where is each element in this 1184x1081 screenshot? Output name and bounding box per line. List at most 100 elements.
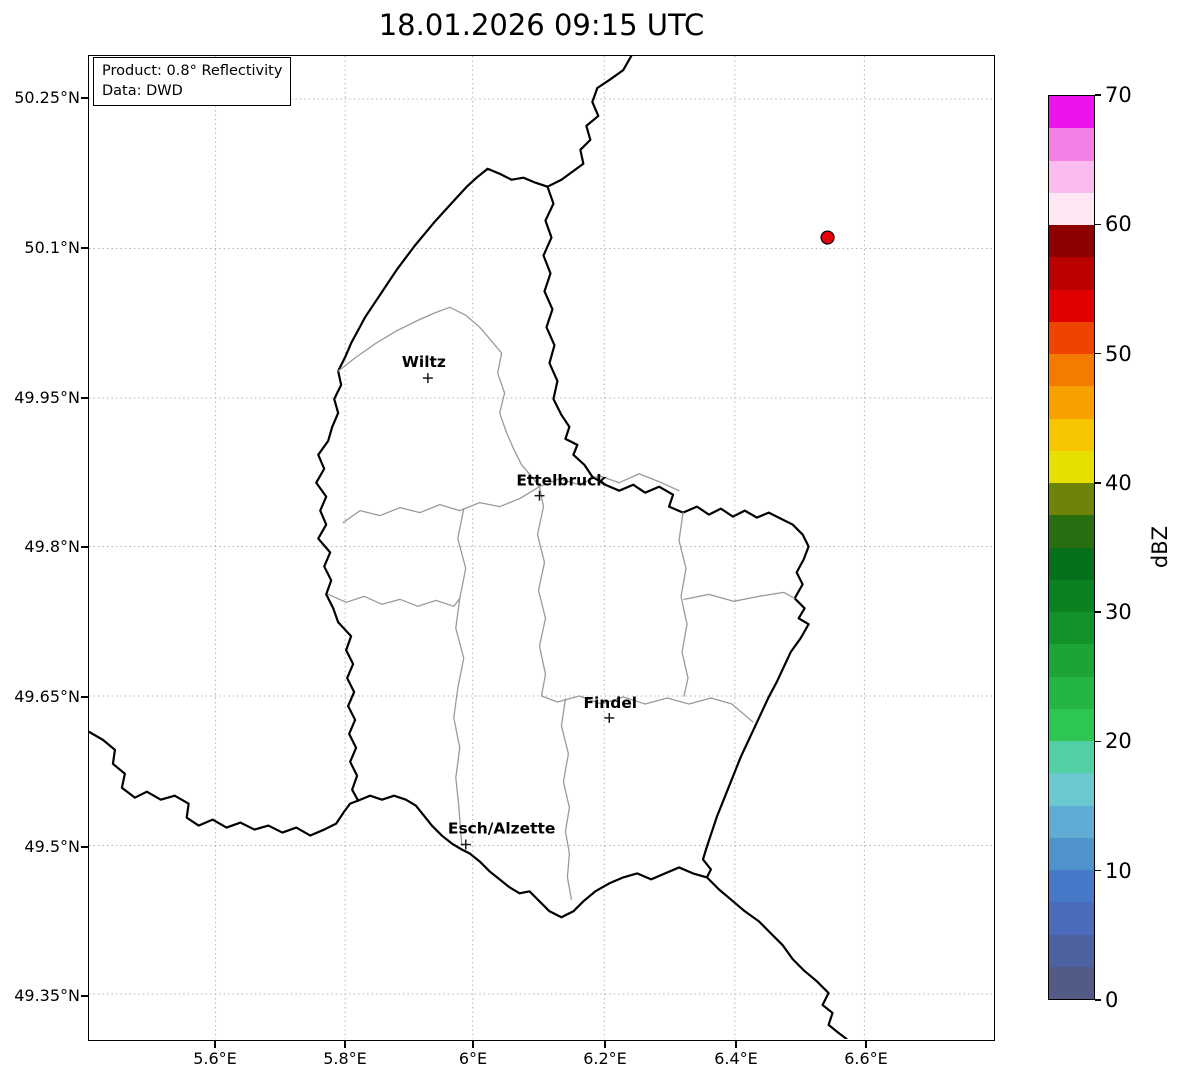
district-border <box>342 486 541 524</box>
y-axis-tick-label: 49.8°N <box>24 537 80 556</box>
colorbar-segment <box>1049 418 1094 451</box>
city-label: Esch/Alzette <box>448 820 555 838</box>
colorbar-segment <box>1049 805 1094 838</box>
colorbar-segment <box>1049 96 1094 129</box>
colorbar-tick-mark <box>1095 999 1101 1001</box>
colorbar-segment <box>1049 128 1094 161</box>
x-axis-tick-mark <box>344 1041 346 1048</box>
colorbar-segment <box>1049 966 1094 999</box>
colorbar-tick-mark <box>1095 223 1101 226</box>
map-plot-area: Wiltz Ettelbruck Findel Esch/Alzette <box>88 55 995 1041</box>
y-axis-tick-label: 49.95°N <box>14 388 80 407</box>
x-axis-tick-mark <box>735 1041 737 1048</box>
district-borders <box>327 306 796 900</box>
colorbar-tick-label: 20 <box>1105 729 1132 754</box>
colorbar-unit-label: dBZ <box>1148 525 1172 569</box>
colorbar-tick-label: 30 <box>1105 600 1132 625</box>
colorbar-segment <box>1049 579 1094 612</box>
colorbar-segment <box>1049 902 1094 935</box>
x-axis-tick-label: 6.2°E <box>583 1049 627 1068</box>
x-axis-tick-label: 5.6°E <box>193 1049 237 1068</box>
colorbar-tick-mark <box>1095 94 1101 96</box>
colorbar <box>1048 95 1095 1000</box>
y-axis-tick-label: 50.25°N <box>14 88 80 107</box>
colorbar-segment <box>1049 773 1094 806</box>
y-axis-tick-label: 49.65°N <box>14 687 80 706</box>
colorbar-segment <box>1049 837 1094 870</box>
city-label: Wiltz <box>402 353 446 371</box>
colorbar-tick-label: 50 <box>1105 341 1132 366</box>
colorbar-segment <box>1049 225 1094 258</box>
colorbar-segment <box>1049 257 1094 290</box>
colorbar-segment <box>1049 192 1094 225</box>
y-axis-tick-label: 49.35°N <box>14 986 80 1005</box>
x-axis-tick-mark <box>604 1041 606 1048</box>
colorbar-segment <box>1049 547 1094 580</box>
colorbar-segment <box>1049 354 1094 387</box>
colorbar-tick-label: 10 <box>1105 858 1132 883</box>
luxembourg-map: Wiltz Ettelbruck Findel Esch/Alzette <box>89 56 993 1039</box>
x-axis-tick-mark <box>472 1041 474 1048</box>
district-border <box>538 473 680 492</box>
x-axis-tick-label: 6.4°E <box>714 1049 758 1068</box>
colorbar-tick-label: 60 <box>1105 212 1132 237</box>
border-luxembourg <box>315 167 810 919</box>
colorbar-segment <box>1049 870 1094 903</box>
y-axis-tick-label: 49.5°N <box>24 837 80 856</box>
x-axis-tick-label: 6.6°E <box>844 1049 888 1068</box>
colorbar-segment <box>1049 160 1094 193</box>
x-axis-tick-mark <box>214 1041 216 1048</box>
product-info-line: Product: 0.8° Reflectivity <box>102 63 283 79</box>
figure-title: 18.01.2026 09:15 UTC <box>378 8 705 42</box>
district-border <box>337 306 503 372</box>
district-border <box>560 698 573 900</box>
y-axis-tick-mark <box>81 97 88 99</box>
y-axis-tick-mark <box>81 397 88 399</box>
colorbar-segment <box>1049 450 1094 483</box>
radar-site-dot <box>820 230 835 245</box>
colorbar-segment <box>1049 483 1094 516</box>
colorbar-tick-mark <box>1095 482 1101 484</box>
colorbar-tick-mark <box>1095 869 1101 872</box>
colorbar-segment <box>1049 934 1094 967</box>
colorbar-segment <box>1049 515 1094 548</box>
colorbar-tick-label: 70 <box>1105 83 1132 107</box>
colorbar-segment <box>1049 644 1094 677</box>
y-axis-tick-mark <box>81 546 88 548</box>
colorbar-tick-mark <box>1095 352 1101 355</box>
y-axis-tick-mark <box>81 696 88 698</box>
x-axis-tick-mark <box>865 1041 867 1048</box>
colorbar-segment <box>1049 321 1094 354</box>
colorbar-tick-label: 0 <box>1105 988 1119 1012</box>
district-border <box>327 593 461 607</box>
district-border <box>496 352 541 488</box>
colorbar-segment <box>1049 676 1094 709</box>
y-axis-tick-label: 50.1°N <box>24 238 80 257</box>
city-layer: Wiltz Ettelbruck Findel Esch/Alzette <box>402 353 637 850</box>
radar-site-layer <box>820 230 835 245</box>
city-label: Ettelbruck <box>516 472 607 490</box>
colorbar-segment <box>1049 741 1094 774</box>
colorbar-segment <box>1049 612 1094 645</box>
colorbar-tick-mark <box>1095 740 1101 743</box>
x-axis-tick-label: 5.8°E <box>323 1049 367 1068</box>
x-axis-tick-label: 6°E <box>458 1049 488 1068</box>
product-info-box: Product: 0.8° Reflectivity Data: DWD <box>93 57 292 106</box>
colorbar-tick-mark <box>1095 611 1101 613</box>
colorbar-segment <box>1049 289 1094 322</box>
border-belgium-france <box>89 730 360 837</box>
y-axis-tick-mark <box>81 846 88 848</box>
y-axis-tick-mark <box>81 247 88 249</box>
data-source-line: Data: DWD <box>102 83 183 99</box>
border-belgium-germany <box>546 56 633 188</box>
colorbar-segment <box>1049 386 1094 419</box>
district-border <box>536 486 754 723</box>
district-border <box>683 591 796 602</box>
border-france-germany <box>705 876 848 1039</box>
colorbar-tick-label: 40 <box>1105 470 1132 495</box>
district-border <box>453 507 467 847</box>
district-border <box>678 511 689 697</box>
colorbar-segment <box>1049 708 1094 741</box>
y-axis-tick-mark <box>81 995 88 997</box>
